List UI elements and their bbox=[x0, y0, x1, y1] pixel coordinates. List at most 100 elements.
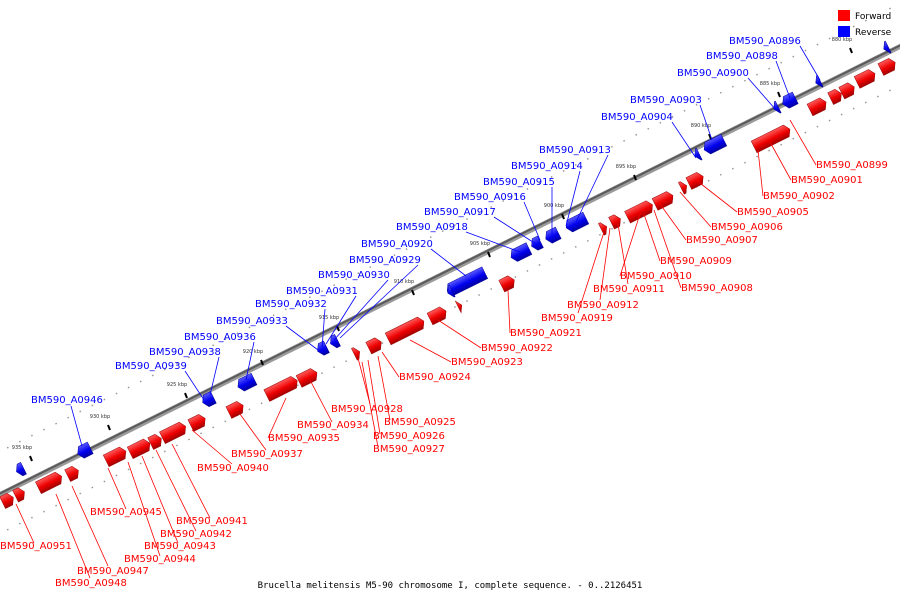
forward-gene-label[interactable]: BM590_A0926 bbox=[373, 431, 445, 442]
forward-gene-feature[interactable] bbox=[365, 336, 384, 355]
forward-gene-feature[interactable] bbox=[454, 299, 464, 314]
reverse-gene-label[interactable]: BM590_A0913 bbox=[539, 145, 611, 156]
reverse-gene-feature[interactable] bbox=[813, 74, 824, 89]
forward-gene-label[interactable]: BM590_A0910 bbox=[620, 271, 692, 282]
forward-gene-label[interactable]: BM590_A0924 bbox=[399, 372, 471, 383]
reverse-gene-label[interactable]: BM590_A0917 bbox=[424, 207, 496, 218]
forward-gene-feature[interactable] bbox=[159, 420, 188, 444]
reverse-gene-feature[interactable] bbox=[881, 40, 892, 55]
forward-gene-feature[interactable] bbox=[685, 171, 706, 190]
reverse-gene-label[interactable]: BM590_A0904 bbox=[601, 112, 673, 123]
reverse-gene-label[interactable]: BM590_A0933 bbox=[216, 316, 288, 327]
forward-gene-label[interactable]: BM590_A0922 bbox=[481, 343, 553, 354]
forward-gene-label[interactable]: BM590_A0934 bbox=[297, 420, 369, 431]
forward-gene-label[interactable]: BM590_A0911 bbox=[593, 284, 665, 295]
forward-gene-label[interactable]: BM590_A0902 bbox=[763, 191, 835, 202]
reverse-gene-label[interactable]: BM590_A0939 bbox=[115, 361, 187, 372]
reverse-gene-label[interactable]: BM590_A0918 bbox=[396, 222, 468, 233]
forward-gene-feature[interactable] bbox=[651, 190, 676, 211]
forward-gene-label[interactable]: BM590_A0942 bbox=[160, 529, 232, 540]
reverse-gene-feature[interactable] bbox=[200, 391, 217, 409]
forward-gene-feature[interactable] bbox=[608, 213, 624, 230]
forward-gene-feature[interactable] bbox=[102, 445, 128, 468]
forward-gene-feature[interactable] bbox=[853, 68, 878, 89]
forward-gene-label[interactable]: BM590_A0945 bbox=[90, 507, 162, 518]
forward-gene-label[interactable]: BM590_A0923 bbox=[451, 357, 523, 368]
forward-gene-feature[interactable] bbox=[877, 57, 898, 76]
reverse-gene-label[interactable]: BM590_A0915 bbox=[483, 177, 555, 188]
reverse-gene-feature[interactable] bbox=[529, 235, 544, 252]
forward-gene-label[interactable]: BM590_A0921 bbox=[510, 328, 582, 339]
forward-gene-feature[interactable] bbox=[351, 346, 362, 361]
forward-gene-label[interactable]: BM590_A0907 bbox=[686, 235, 758, 246]
reverse-gene-feature[interactable] bbox=[543, 226, 562, 245]
forward-gene-feature[interactable] bbox=[498, 274, 517, 293]
forward-gene-feature[interactable] bbox=[827, 88, 845, 105]
forward-gene-feature[interactable] bbox=[35, 470, 64, 494]
forward-gene-label[interactable]: BM590_A0937 bbox=[231, 449, 303, 460]
forward-gene-feature[interactable] bbox=[750, 123, 793, 154]
forward-gene-feature[interactable] bbox=[384, 315, 427, 346]
reverse-gene-label[interactable]: BM590_A0916 bbox=[454, 192, 526, 203]
forward-gene-label[interactable]: BM590_A0940 bbox=[197, 463, 269, 474]
forward-gene-label[interactable]: BM590_A0899 bbox=[816, 160, 888, 171]
reverse-gene-label[interactable]: BM590_A0932 bbox=[255, 299, 327, 310]
forward-gene-feature[interactable] bbox=[225, 400, 246, 419]
reverse-gene-label[interactable]: BM590_A0930 bbox=[318, 270, 390, 281]
reverse-gene-label[interactable]: BM590_A0900 bbox=[677, 68, 749, 79]
forward-gene-label[interactable]: BM590_A0909 bbox=[660, 256, 732, 267]
reverse-gene-label[interactable]: BM590_A0931 bbox=[286, 286, 358, 297]
reverse-gene-label[interactable]: BM590_A0914 bbox=[511, 161, 583, 172]
forward-gene-feature[interactable] bbox=[187, 413, 208, 432]
reverse-gene-feature[interactable] bbox=[75, 441, 94, 460]
forward-gene-label[interactable]: BM590_A0901 bbox=[791, 175, 863, 186]
forward-gene-feature[interactable] bbox=[0, 492, 16, 509]
forward-gene-label[interactable]: BM590_A0906 bbox=[711, 222, 783, 233]
forward-gene-feature[interactable] bbox=[838, 81, 857, 100]
forward-gene-label[interactable]: BM590_A0935 bbox=[268, 433, 340, 444]
reverse-gene-feature[interactable] bbox=[445, 284, 456, 299]
reverse-gene-label[interactable]: BM590_A0946 bbox=[31, 395, 103, 406]
forward-gene-label[interactable]: BM590_A0941 bbox=[176, 516, 248, 527]
forward-gene-feature[interactable] bbox=[678, 180, 689, 195]
reverse-gene-feature[interactable] bbox=[315, 340, 330, 357]
forward-gene-label[interactable]: BM590_A0951 bbox=[0, 541, 72, 552]
reverse-gene-feature[interactable] bbox=[235, 372, 258, 393]
forward-gene-label[interactable]: BM590_A0943 bbox=[144, 541, 216, 552]
forward-gene-feature[interactable] bbox=[295, 367, 320, 388]
reverse-gene-feature[interactable] bbox=[14, 462, 27, 477]
reverse-gene-label[interactable]: BM590_A0938 bbox=[149, 347, 221, 358]
forward-gene-label[interactable]: BM590_A0912 bbox=[567, 300, 639, 311]
forward-gene-feature[interactable] bbox=[147, 433, 165, 450]
forward-gene-label[interactable]: BM590_A0925 bbox=[384, 417, 456, 428]
reverse-gene-feature[interactable] bbox=[701, 133, 728, 155]
forward-gene-feature[interactable] bbox=[806, 96, 829, 117]
forward-gene-feature[interactable] bbox=[126, 437, 152, 460]
reverse-gene-label[interactable]: BM590_A0920 bbox=[361, 239, 433, 250]
forward-gene-feature[interactable] bbox=[624, 199, 656, 224]
forward-gene-feature[interactable] bbox=[426, 305, 449, 326]
forward-gene-label[interactable]: BM590_A0905 bbox=[737, 207, 809, 218]
reverse-gene-label[interactable]: BM590_A0929 bbox=[349, 255, 421, 266]
reverse-gene-label[interactable]: BM590_A0903 bbox=[630, 95, 702, 106]
reverse-gene-label[interactable]: BM590_A0896 bbox=[729, 36, 801, 47]
reverse-gene-label[interactable]: BM590_A0936 bbox=[184, 332, 256, 343]
forward-gene-label[interactable]: BM590_A0928 bbox=[331, 404, 403, 415]
reverse-gene-feature[interactable] bbox=[692, 147, 703, 162]
scale-tick-label: 900 kbp bbox=[544, 203, 564, 209]
forward-gene-feature[interactable] bbox=[263, 375, 300, 402]
reverse-gene-feature[interactable] bbox=[780, 91, 799, 110]
reverse-gene-feature[interactable] bbox=[563, 211, 590, 233]
forward-gene-label[interactable]: BM590_A0927 bbox=[373, 444, 445, 455]
forward-gene-label[interactable]: BM590_A0908 bbox=[681, 283, 753, 294]
forward-gene-label[interactable]: BM590_A0948 bbox=[55, 578, 127, 589]
reverse-gene-feature[interactable] bbox=[328, 334, 341, 349]
label-connector bbox=[565, 170, 581, 227]
forward-gene-label[interactable]: BM590_A0919 bbox=[541, 313, 613, 324]
reverse-gene-label[interactable]: BM590_A0898 bbox=[706, 51, 778, 62]
forward-gene-label[interactable]: BM590_A0947 bbox=[77, 566, 149, 577]
forward-gene-label[interactable]: BM590_A0944 bbox=[124, 554, 196, 565]
forward-gene-feature[interactable] bbox=[64, 465, 82, 482]
reverse-gene-feature[interactable] bbox=[508, 242, 533, 264]
forward-gene-feature[interactable] bbox=[12, 486, 28, 503]
